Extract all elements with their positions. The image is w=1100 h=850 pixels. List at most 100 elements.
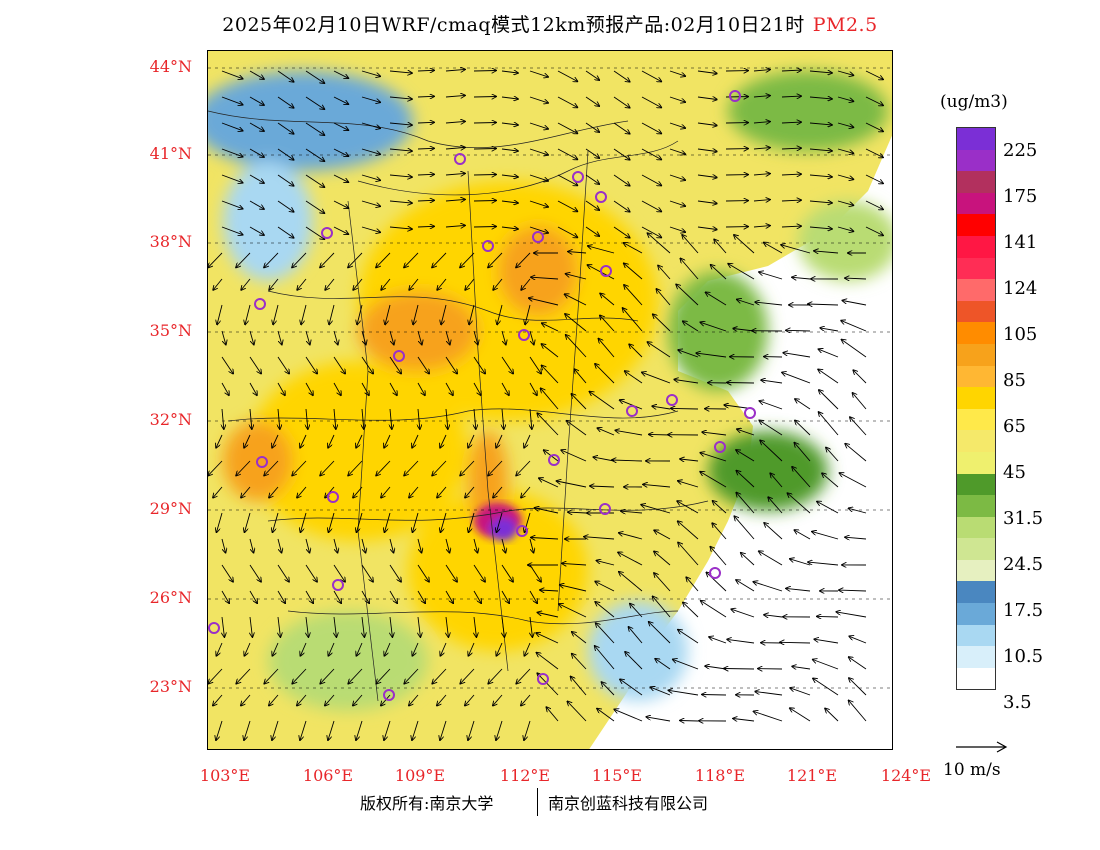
wind-arrow — [836, 612, 867, 618]
wind-arrow — [417, 590, 425, 603]
wind-arrow — [567, 421, 587, 436]
wind-arrow — [362, 408, 364, 429]
wind-arrow — [249, 382, 257, 395]
wind-arrow — [786, 588, 811, 591]
wind-arrow — [249, 590, 257, 603]
wind-arrow — [301, 304, 307, 324]
wind-arrow — [445, 121, 465, 123]
wind-arrow — [652, 406, 671, 409]
wind-arrow — [221, 382, 229, 395]
city-marker — [321, 227, 333, 239]
wind-arrow — [417, 382, 425, 395]
wind-arrow — [208, 460, 223, 476]
wind-arrow — [531, 538, 559, 540]
wind-arrow — [353, 278, 363, 290]
pollution-hotspot — [474, 503, 522, 541]
wind-arrow — [809, 149, 832, 151]
wind-arrow — [249, 96, 264, 105]
wind-arrow — [849, 657, 867, 670]
wind-arrow — [697, 175, 717, 178]
wind-arrow — [516, 668, 531, 684]
wind-arrow — [272, 434, 279, 448]
wind-arrow — [404, 460, 419, 476]
wind-arrow — [249, 564, 261, 582]
title-main: 2025年02月10日WRF/cmaq模式12km预报产品:02月10日21时 — [222, 14, 805, 36]
colorbar-swatch — [956, 473, 996, 496]
wind-arrow — [216, 434, 223, 448]
wind-arrow — [250, 408, 252, 429]
wind-arrow — [217, 512, 223, 532]
wind-arrow — [305, 226, 324, 239]
wind-arrow — [305, 330, 310, 345]
wind-arrow — [620, 400, 643, 410]
city-marker — [254, 298, 266, 310]
wind-arrow — [595, 602, 615, 618]
wind-arrow — [221, 70, 243, 79]
wind-arrow — [241, 486, 251, 498]
wind-arrow — [465, 694, 475, 706]
wind-arrow — [432, 460, 447, 476]
wind-arrow — [697, 201, 717, 204]
wind-arrow — [678, 350, 699, 358]
city-marker — [383, 689, 395, 701]
wind-arrow — [333, 564, 345, 582]
wind-arrow — [668, 690, 699, 696]
wind-arrow — [737, 429, 755, 436]
wind-arrow — [809, 201, 832, 203]
wind-arrow — [736, 450, 755, 462]
wind-arrow — [840, 473, 867, 488]
wind-arrow — [629, 627, 643, 644]
wind-arrow — [613, 122, 630, 134]
city-marker — [208, 622, 220, 634]
wind-arrow — [264, 460, 279, 476]
wind-arrow — [241, 278, 251, 290]
wind-arrow — [680, 721, 699, 722]
wind-arrow — [432, 252, 447, 267]
wind-arrow — [389, 175, 412, 177]
colorbar-swatch — [956, 495, 996, 517]
wind-arrow — [599, 339, 615, 358]
wind-arrow — [389, 97, 412, 99]
wind-arrow — [849, 700, 867, 722]
wind-arrow — [273, 304, 279, 324]
wind-arrow — [674, 380, 699, 384]
wind-arrow — [613, 96, 630, 108]
wind-arrow — [353, 694, 363, 706]
wind-arrow — [376, 252, 391, 267]
wind-arrow — [837, 148, 853, 153]
wind-arrow — [850, 417, 867, 436]
wind-arrow — [525, 304, 531, 324]
wind-arrow — [697, 227, 717, 230]
wind-arrow — [781, 148, 801, 149]
wind-arrow — [277, 200, 294, 212]
wind-arrow — [329, 304, 335, 324]
wind-arrow — [537, 653, 559, 670]
wind-arrow — [524, 434, 531, 448]
wind-arrow — [753, 122, 770, 123]
wind-arrow — [501, 590, 509, 603]
wind-arrow — [501, 330, 506, 345]
wind-arrow — [764, 243, 783, 254]
city-marker — [454, 153, 466, 165]
wind-arrow — [529, 122, 548, 129]
wind-arrow — [361, 174, 380, 180]
wind-arrow — [849, 508, 867, 514]
wind-arrow — [320, 460, 335, 476]
wind-arrow — [277, 538, 282, 553]
wind-arrow — [572, 632, 587, 644]
wind-arrow — [641, 96, 661, 108]
wind-arrow — [376, 668, 391, 684]
wind-arrow — [651, 687, 671, 696]
wind-arrow — [700, 472, 727, 488]
wind-arrow — [502, 408, 504, 429]
wind-arrow — [795, 399, 811, 410]
wind-arrow — [596, 623, 615, 644]
wind-arrow — [529, 96, 548, 103]
wind-arrow — [760, 440, 783, 462]
wind-arrow — [277, 356, 289, 374]
wind-arrow — [845, 537, 867, 539]
wind-arrow — [249, 148, 264, 157]
wind-arrow — [474, 616, 476, 637]
city-marker — [729, 90, 741, 102]
wind-arrow — [473, 356, 485, 374]
